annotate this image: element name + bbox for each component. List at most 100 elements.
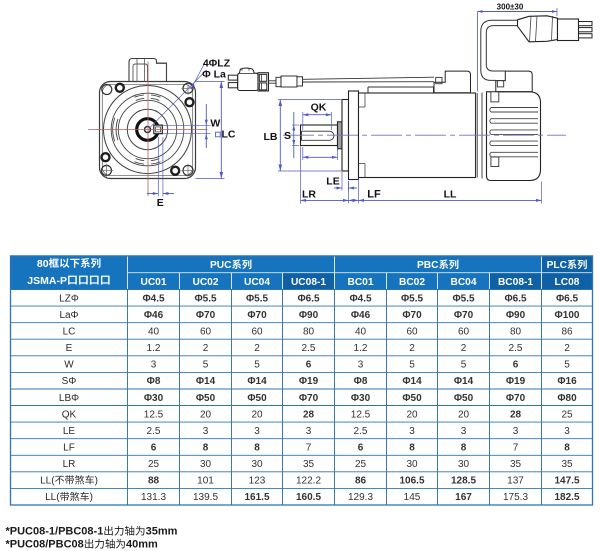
svg-text:2.5: 2.5	[354, 426, 368, 437]
svg-text:40: 40	[355, 326, 367, 337]
svg-text:QK: QK	[311, 102, 327, 114]
svg-text:Φ100: Φ100	[555, 310, 580, 321]
svg-text:3: 3	[513, 426, 519, 437]
svg-text:106.5: 106.5	[399, 476, 424, 487]
svg-text:LC: LC	[222, 128, 236, 140]
svg-text:2.5: 2.5	[302, 343, 316, 354]
svg-text:LL(: LL(	[40, 476, 55, 487]
svg-text:Φ La: Φ La	[202, 69, 226, 81]
svg-text:60: 60	[200, 326, 212, 337]
svg-text:Φ4.5: Φ4.5	[349, 293, 372, 304]
svg-text:2.5: 2.5	[147, 426, 161, 437]
svg-text:3: 3	[461, 426, 467, 437]
svg-text:30: 30	[406, 459, 418, 470]
svg-text:BC08-1: BC08-1	[498, 277, 533, 288]
svg-text:6: 6	[306, 360, 312, 371]
svg-text:80: 80	[37, 258, 49, 270]
svg-text:Φ30: Φ30	[144, 393, 164, 404]
svg-text:122.2: 122.2	[296, 476, 321, 487]
svg-text:Φ8: Φ8	[147, 376, 161, 387]
svg-text:6: 6	[358, 443, 364, 454]
svg-text:6: 6	[151, 443, 157, 454]
svg-text:28: 28	[303, 409, 315, 420]
svg-text:1.2: 1.2	[147, 343, 161, 354]
svg-text:2: 2	[203, 343, 209, 354]
svg-text:20: 20	[200, 409, 212, 420]
svg-text:182.5: 182.5	[554, 492, 579, 503]
svg-text:80: 80	[510, 326, 522, 337]
svg-text:Φ5.5: Φ5.5	[194, 293, 217, 304]
svg-text:60: 60	[251, 326, 263, 337]
svg-text:60: 60	[458, 326, 470, 337]
svg-text:Φ50: Φ50	[196, 393, 216, 404]
svg-text:Φ46: Φ46	[144, 310, 164, 321]
svg-text:LF: LF	[63, 443, 75, 454]
svg-text:E: E	[157, 197, 164, 209]
svg-text:Φ5.5: Φ5.5	[246, 293, 269, 304]
svg-text:28: 28	[510, 409, 522, 420]
svg-text:3: 3	[564, 426, 570, 437]
svg-text:Φ70: Φ70	[402, 310, 422, 321]
svg-text:LE: LE	[63, 426, 76, 437]
svg-text:40mm: 40mm	[126, 539, 158, 551]
svg-text:LE: LE	[326, 176, 339, 188]
svg-text:LR: LR	[63, 459, 76, 470]
svg-text:3: 3	[358, 360, 364, 371]
svg-text:Φ14: Φ14	[247, 376, 267, 387]
svg-text:PBC: PBC	[417, 260, 439, 271]
svg-text:Φ90: Φ90	[506, 310, 526, 321]
svg-text:137: 137	[507, 476, 524, 487]
svg-text:Φ70: Φ70	[454, 310, 474, 321]
svg-text:S: S	[284, 130, 291, 142]
svg-text:30: 30	[200, 459, 212, 470]
svg-text:147.5: 147.5	[554, 476, 579, 487]
svg-text:8: 8	[203, 443, 209, 454]
svg-text:PLC: PLC	[547, 260, 568, 271]
svg-text:60: 60	[406, 326, 418, 337]
svg-text:3: 3	[409, 426, 415, 437]
svg-text:25: 25	[148, 459, 160, 470]
svg-text:LR: LR	[302, 189, 316, 201]
svg-text:Φ14: Φ14	[454, 376, 474, 387]
svg-text:BC04: BC04	[450, 277, 476, 288]
svg-text:101: 101	[197, 476, 214, 487]
svg-text:8: 8	[461, 443, 467, 454]
svg-text:3: 3	[254, 426, 260, 437]
svg-text:145: 145	[404, 492, 421, 503]
svg-text:LL: LL	[444, 189, 457, 201]
svg-text:7: 7	[306, 443, 312, 454]
svg-text:3: 3	[306, 426, 312, 437]
svg-text:UC02: UC02	[192, 277, 218, 288]
svg-text:175.3: 175.3	[503, 492, 528, 503]
svg-text:SΦ: SΦ	[62, 376, 77, 387]
svg-text:20: 20	[251, 409, 263, 420]
svg-text:Φ14: Φ14	[402, 376, 422, 387]
svg-text:Φ50: Φ50	[247, 393, 267, 404]
svg-text:160.5: 160.5	[296, 492, 321, 503]
svg-text:3: 3	[151, 360, 157, 371]
svg-text:LB: LB	[264, 131, 278, 143]
svg-text:E: E	[66, 343, 73, 354]
svg-text:Φ6.5: Φ6.5	[504, 293, 527, 304]
svg-text:LBΦ: LBΦ	[59, 393, 79, 404]
svg-text:5: 5	[564, 360, 570, 371]
svg-text:2: 2	[461, 343, 467, 354]
svg-text:LF: LF	[367, 189, 381, 201]
svg-text:131.3: 131.3	[141, 492, 166, 503]
svg-text:30: 30	[458, 459, 470, 470]
svg-text:JSMA-P: JSMA-P	[27, 275, 67, 287]
svg-text:35mm: 35mm	[146, 526, 178, 538]
svg-text:Φ14: Φ14	[196, 376, 216, 387]
svg-text:Φ19: Φ19	[299, 376, 319, 387]
svg-text:1.2: 1.2	[354, 343, 368, 354]
svg-text:Φ70: Φ70	[196, 310, 216, 321]
svg-text:): )	[90, 492, 93, 503]
svg-text:40: 40	[148, 326, 160, 337]
svg-text:7: 7	[513, 443, 519, 454]
svg-text:8: 8	[564, 443, 570, 454]
svg-text:Φ6.5: Φ6.5	[297, 293, 320, 304]
svg-text:QK: QK	[62, 409, 77, 420]
svg-text:Φ5.5: Φ5.5	[452, 293, 475, 304]
svg-text:35: 35	[561, 459, 573, 470]
svg-text:128.5: 128.5	[451, 476, 476, 487]
